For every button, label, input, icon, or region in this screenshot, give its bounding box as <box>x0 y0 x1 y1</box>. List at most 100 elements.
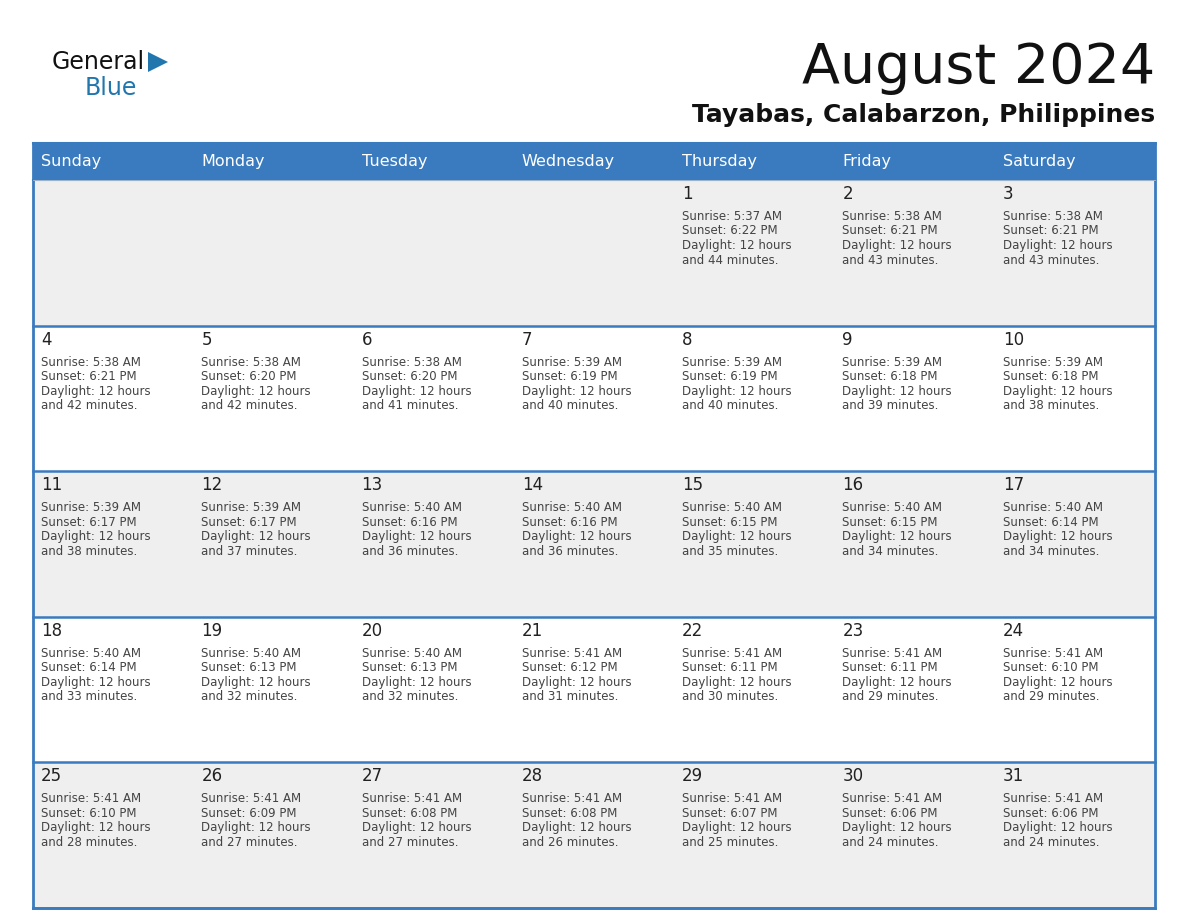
Text: General: General <box>52 50 145 74</box>
Text: and 25 minutes.: and 25 minutes. <box>682 836 778 849</box>
Text: Sunset: 6:20 PM: Sunset: 6:20 PM <box>201 370 297 383</box>
Text: Sunrise: 5:40 AM: Sunrise: 5:40 AM <box>361 501 462 514</box>
Text: Daylight: 12 hours: Daylight: 12 hours <box>842 822 952 834</box>
Text: Daylight: 12 hours: Daylight: 12 hours <box>842 239 952 252</box>
Text: Sunrise: 5:40 AM: Sunrise: 5:40 AM <box>1003 501 1102 514</box>
Text: Daylight: 12 hours: Daylight: 12 hours <box>1003 676 1112 688</box>
Text: Sunrise: 5:41 AM: Sunrise: 5:41 AM <box>361 792 462 805</box>
Text: Daylight: 12 hours: Daylight: 12 hours <box>361 385 472 397</box>
Text: Daylight: 12 hours: Daylight: 12 hours <box>42 676 151 688</box>
Text: Sunrise: 5:38 AM: Sunrise: 5:38 AM <box>361 355 461 369</box>
Text: and 26 minutes.: and 26 minutes. <box>522 836 619 849</box>
Text: 23: 23 <box>842 621 864 640</box>
Text: Tayabas, Calabarzon, Philippines: Tayabas, Calabarzon, Philippines <box>691 103 1155 127</box>
Text: 18: 18 <box>42 621 62 640</box>
Text: and 43 minutes.: and 43 minutes. <box>842 253 939 266</box>
Text: 19: 19 <box>201 621 222 640</box>
Text: Daylight: 12 hours: Daylight: 12 hours <box>1003 385 1112 397</box>
Text: Daylight: 12 hours: Daylight: 12 hours <box>361 531 472 543</box>
Text: Sunrise: 5:40 AM: Sunrise: 5:40 AM <box>682 501 782 514</box>
Text: Sunrise: 5:38 AM: Sunrise: 5:38 AM <box>1003 210 1102 223</box>
Bar <box>33 180 1155 326</box>
Text: and 39 minutes.: and 39 minutes. <box>842 399 939 412</box>
Text: 28: 28 <box>522 767 543 786</box>
Text: Sunset: 6:17 PM: Sunset: 6:17 PM <box>201 516 297 529</box>
Text: Sunset: 6:16 PM: Sunset: 6:16 PM <box>361 516 457 529</box>
Text: Sunrise: 5:40 AM: Sunrise: 5:40 AM <box>522 501 621 514</box>
Text: 5: 5 <box>201 330 211 349</box>
Text: 2: 2 <box>842 185 853 203</box>
Text: Sunset: 6:21 PM: Sunset: 6:21 PM <box>42 370 137 383</box>
Text: Sunset: 6:11 PM: Sunset: 6:11 PM <box>842 661 939 675</box>
Text: Sunrise: 5:39 AM: Sunrise: 5:39 AM <box>201 501 302 514</box>
Text: and 30 minutes.: and 30 minutes. <box>682 690 778 703</box>
Text: 11: 11 <box>42 476 62 494</box>
Text: Daylight: 12 hours: Daylight: 12 hours <box>522 822 632 834</box>
Text: Daylight: 12 hours: Daylight: 12 hours <box>42 385 151 397</box>
Text: and 42 minutes.: and 42 minutes. <box>42 399 138 412</box>
Text: 26: 26 <box>201 767 222 786</box>
Polygon shape <box>148 52 168 72</box>
Text: Sunset: 6:08 PM: Sunset: 6:08 PM <box>522 807 618 820</box>
Text: Sunrise: 5:39 AM: Sunrise: 5:39 AM <box>682 355 782 369</box>
Text: 16: 16 <box>842 476 864 494</box>
Text: 29: 29 <box>682 767 703 786</box>
Text: Sunrise: 5:39 AM: Sunrise: 5:39 AM <box>522 355 621 369</box>
Text: Daylight: 12 hours: Daylight: 12 hours <box>42 531 151 543</box>
Text: Sunset: 6:14 PM: Sunset: 6:14 PM <box>42 661 137 675</box>
Text: Sunrise: 5:40 AM: Sunrise: 5:40 AM <box>842 501 942 514</box>
Text: and 29 minutes.: and 29 minutes. <box>1003 690 1099 703</box>
Text: Daylight: 12 hours: Daylight: 12 hours <box>1003 239 1112 252</box>
Text: Daylight: 12 hours: Daylight: 12 hours <box>842 676 952 688</box>
Text: and 35 minutes.: and 35 minutes. <box>682 544 778 558</box>
Text: Sunset: 6:18 PM: Sunset: 6:18 PM <box>1003 370 1098 383</box>
Text: Thursday: Thursday <box>682 154 757 169</box>
Text: 20: 20 <box>361 621 383 640</box>
Text: Sunrise: 5:41 AM: Sunrise: 5:41 AM <box>682 792 782 805</box>
Text: and 41 minutes.: and 41 minutes. <box>361 399 459 412</box>
Text: Sunrise: 5:39 AM: Sunrise: 5:39 AM <box>842 355 942 369</box>
Text: 31: 31 <box>1003 767 1024 786</box>
Text: and 32 minutes.: and 32 minutes. <box>201 690 298 703</box>
Text: 13: 13 <box>361 476 383 494</box>
Text: Sunrise: 5:39 AM: Sunrise: 5:39 AM <box>1003 355 1102 369</box>
Text: Sunset: 6:06 PM: Sunset: 6:06 PM <box>842 807 939 820</box>
Text: Daylight: 12 hours: Daylight: 12 hours <box>1003 822 1112 834</box>
Text: Sunrise: 5:41 AM: Sunrise: 5:41 AM <box>1003 792 1102 805</box>
Text: Sunset: 6:22 PM: Sunset: 6:22 PM <box>682 225 778 238</box>
Text: Sunrise: 5:41 AM: Sunrise: 5:41 AM <box>682 647 782 660</box>
Text: Sunset: 6:13 PM: Sunset: 6:13 PM <box>361 661 457 675</box>
Text: Daylight: 12 hours: Daylight: 12 hours <box>201 822 311 834</box>
Text: 30: 30 <box>842 767 864 786</box>
Text: and 43 minutes.: and 43 minutes. <box>1003 253 1099 266</box>
Text: and 36 minutes.: and 36 minutes. <box>361 544 457 558</box>
Text: 12: 12 <box>201 476 222 494</box>
Text: Daylight: 12 hours: Daylight: 12 hours <box>682 531 791 543</box>
Text: 10: 10 <box>1003 330 1024 349</box>
Text: 14: 14 <box>522 476 543 494</box>
Text: 25: 25 <box>42 767 62 786</box>
Text: Sunset: 6:12 PM: Sunset: 6:12 PM <box>522 661 618 675</box>
Bar <box>33 617 1155 763</box>
Text: Sunrise: 5:39 AM: Sunrise: 5:39 AM <box>42 501 141 514</box>
Text: Friday: Friday <box>842 154 891 169</box>
Text: Tuesday: Tuesday <box>361 154 426 169</box>
Text: Daylight: 12 hours: Daylight: 12 hours <box>1003 531 1112 543</box>
Text: and 33 minutes.: and 33 minutes. <box>42 690 138 703</box>
Text: Sunrise: 5:41 AM: Sunrise: 5:41 AM <box>522 647 623 660</box>
Bar <box>33 326 1155 471</box>
Text: and 38 minutes.: and 38 minutes. <box>1003 399 1099 412</box>
Text: Blue: Blue <box>86 76 138 100</box>
Text: and 42 minutes.: and 42 minutes. <box>201 399 298 412</box>
Text: Sunset: 6:15 PM: Sunset: 6:15 PM <box>842 516 939 529</box>
Text: 1: 1 <box>682 185 693 203</box>
Text: and 44 minutes.: and 44 minutes. <box>682 253 778 266</box>
Text: Daylight: 12 hours: Daylight: 12 hours <box>682 822 791 834</box>
Text: and 34 minutes.: and 34 minutes. <box>842 544 939 558</box>
Text: Daylight: 12 hours: Daylight: 12 hours <box>682 676 791 688</box>
Text: Sunrise: 5:41 AM: Sunrise: 5:41 AM <box>522 792 623 805</box>
Bar <box>33 763 1155 908</box>
Text: Sunset: 6:19 PM: Sunset: 6:19 PM <box>522 370 618 383</box>
Text: and 38 minutes.: and 38 minutes. <box>42 544 138 558</box>
Text: Daylight: 12 hours: Daylight: 12 hours <box>201 385 311 397</box>
